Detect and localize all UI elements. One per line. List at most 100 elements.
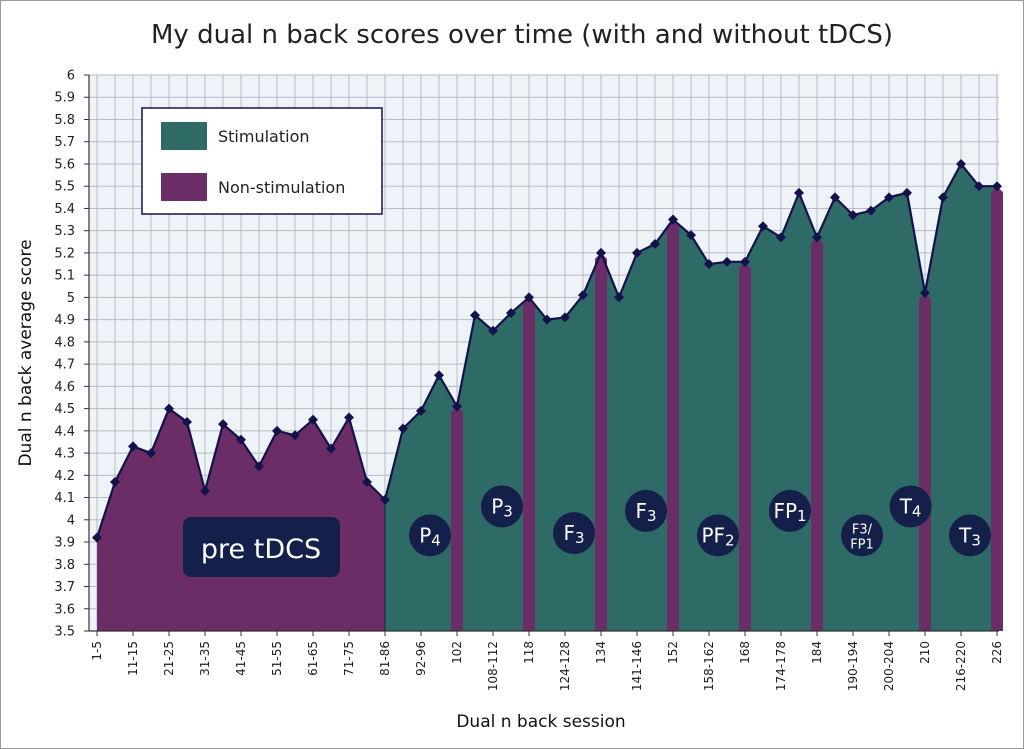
data-point: [632, 247, 642, 258]
data-point: [722, 256, 732, 267]
legend-label-non-stimulation: Non-stimulation: [218, 178, 345, 197]
y-tick-label: 4.6: [54, 380, 75, 395]
y-tick-label: 5.5: [54, 180, 75, 195]
y-tick-label: 4.7: [54, 358, 75, 373]
data-point: [110, 476, 120, 487]
area-non-stimulation-bar: [595, 252, 607, 632]
x-tick-label: 158-162: [702, 641, 716, 691]
y-tick-label: 4.5: [54, 402, 75, 417]
data-point: [218, 419, 228, 430]
area-non-stimulation-bar: [739, 261, 751, 631]
y-tick-label: 4.9: [54, 313, 75, 328]
x-tick-labels: 1-5 11-15 21-25 31-35 41-45 51-55 61-65 71-75 81…: [90, 631, 1004, 691]
annotation-badge: [949, 514, 991, 557]
x-tick-label: 124-128: [558, 641, 572, 691]
y-tick-label: 5.6: [54, 157, 75, 172]
data-point: [398, 423, 408, 434]
annotation-badge: [481, 485, 523, 528]
x-tick-label: 81-86: [378, 641, 392, 676]
y-tick-label: 5.4: [54, 202, 75, 217]
x-tick-label: 174-178: [774, 641, 788, 691]
annotation-badge: [889, 485, 932, 528]
x-tick-label: 71-75: [342, 641, 356, 676]
y-axis-title: Dual n back average score: [16, 239, 36, 466]
data-point: [686, 230, 696, 241]
x-tick-label: 31-35: [198, 641, 212, 676]
data-point: [794, 187, 804, 198]
x-tick-label: 108-112: [486, 641, 500, 691]
data-point: [812, 232, 822, 243]
y-tick-label: 3.7: [54, 580, 75, 595]
data-point: [884, 192, 894, 203]
area-non-stimulation-bar: [667, 219, 679, 631]
x-tick-label: 92-96: [414, 641, 428, 676]
pre-tdcs-box: [183, 517, 340, 577]
area-non-stimulation-bar: [523, 297, 535, 631]
chart-title: My dual n back scores over time (with an…: [151, 20, 893, 50]
x-tick-label: 1-5: [90, 641, 104, 661]
area-non-stimulation-bar: [991, 186, 1003, 631]
y-tick-label: 5.1: [54, 269, 75, 284]
y-tick-label: 4.4: [54, 424, 75, 439]
data-point: [290, 430, 300, 441]
y-tick-label: 4.2: [54, 469, 75, 484]
annotation-label: T3: [958, 523, 981, 549]
data-point: [128, 441, 138, 452]
data-point: [848, 210, 858, 221]
x-axis-title: Dual n back session: [456, 712, 625, 732]
annotation-label: F3/: [852, 522, 873, 537]
data-point: [362, 476, 372, 487]
data-point: [164, 403, 174, 414]
y-tick-label: 5.9: [54, 91, 75, 106]
annotation-label: P4: [419, 523, 441, 549]
data-point: [236, 434, 246, 445]
data-point: [524, 292, 534, 303]
y-tick-label: 4.8: [54, 335, 75, 350]
x-tick-label: 190-194: [846, 641, 860, 691]
x-tick-label: 41-45: [234, 641, 248, 676]
data-point: [776, 232, 786, 243]
data-point: [200, 485, 210, 496]
annotation-label: FP1: [773, 499, 806, 525]
data-point: [668, 214, 678, 225]
data-point: [254, 461, 264, 472]
annotation-label: F3: [635, 499, 656, 525]
legend-swatch-stimulation: [161, 122, 207, 150]
data-point: [344, 412, 354, 423]
x-tick-label: 216-220: [954, 641, 968, 691]
data-point: [902, 187, 912, 198]
y-tick-label: 3.6: [54, 602, 75, 617]
area-non-stimulation-bar: [811, 237, 823, 632]
x-tick-label: 11-15: [126, 641, 140, 676]
annotation-badge: [769, 489, 811, 532]
y-tick-label: 3.8: [54, 558, 75, 573]
y-tick-label: 3.5: [54, 625, 75, 640]
x-tick-label: 21-25: [162, 641, 176, 676]
y-tick-label: 5.3: [54, 224, 75, 239]
data-point: [380, 494, 390, 505]
legend: Stimulation Non-stimulation: [141, 107, 383, 215]
data-point: [326, 443, 336, 454]
data-point: [92, 532, 102, 543]
data-point: [506, 307, 516, 318]
data-point: [956, 158, 966, 169]
x-tick-label: 210: [918, 641, 932, 664]
data-point: [974, 181, 984, 192]
data-point: [578, 290, 588, 301]
x-tick-label: 152: [666, 641, 680, 664]
data-point: [938, 192, 948, 203]
x-tick-label: 102: [450, 641, 464, 664]
data-point: [434, 370, 444, 381]
data-point: [596, 247, 606, 258]
data-point: [920, 287, 930, 298]
data-point: [182, 416, 192, 427]
pre-tdcs-text: pre tDCS: [201, 534, 321, 565]
data-point: [560, 312, 570, 323]
y-tick-label: 5: [67, 291, 75, 306]
y-tick-label: 4: [67, 513, 75, 528]
x-tick-label: 168: [738, 641, 752, 664]
data-point: [992, 181, 1002, 192]
